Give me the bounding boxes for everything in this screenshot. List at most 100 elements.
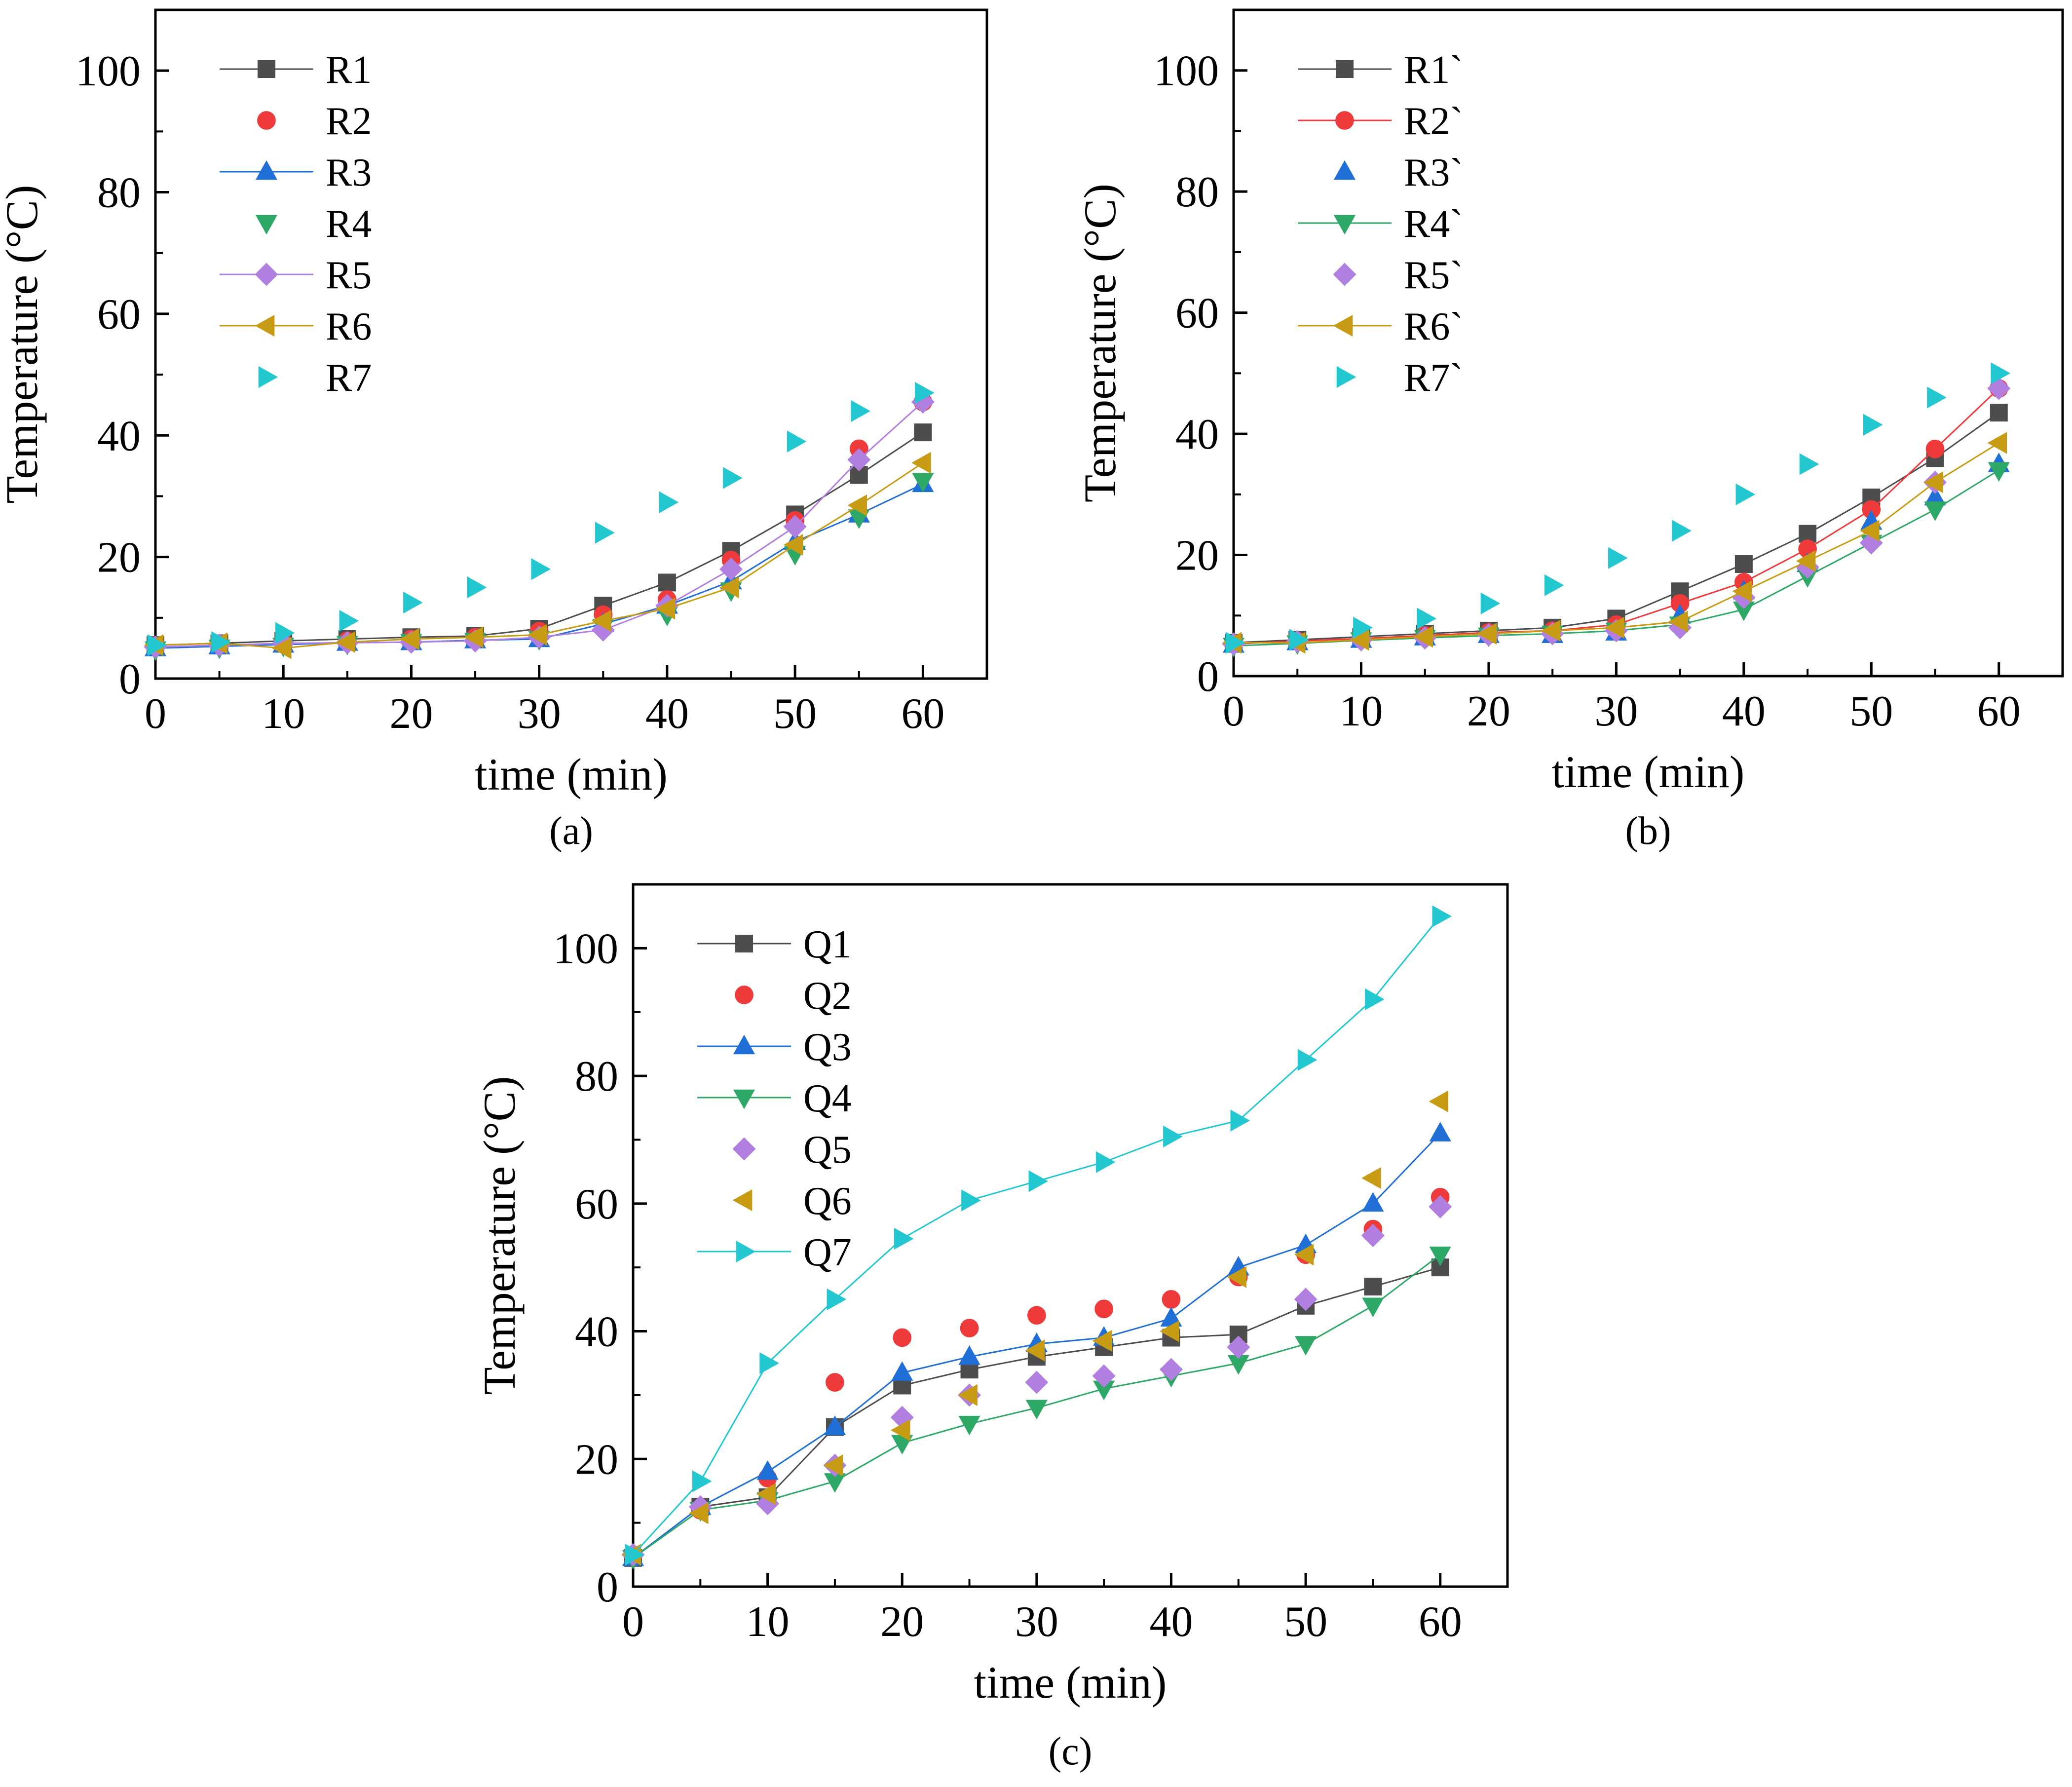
x-tick-label: 30: [1015, 1598, 1058, 1646]
series-line: [155, 401, 924, 648]
legend-entry: Q2: [735, 974, 852, 1018]
y-tick-label: 80: [97, 169, 141, 217]
data-point: [1227, 1335, 1250, 1359]
legend-label: R6: [326, 305, 372, 348]
legend-marker: [258, 366, 278, 388]
legend-label: Q7: [803, 1231, 852, 1274]
data-point: [1025, 1370, 1049, 1394]
data-point: [211, 631, 231, 653]
data-point: [1734, 555, 1753, 573]
data-point: [1364, 1277, 1382, 1295]
data-point: [1027, 1306, 1046, 1325]
legend-entry: R5: [220, 254, 372, 297]
data-point: [1796, 550, 1816, 572]
legend-marker: [1336, 60, 1354, 78]
data-point: [1294, 1336, 1317, 1356]
y-tick-label: 100: [553, 925, 618, 973]
data-point: [1432, 905, 1452, 927]
data-point: [1923, 471, 1943, 494]
data-point: [847, 448, 871, 472]
data-point: [1987, 377, 2011, 400]
legend-label: R5: [326, 254, 372, 297]
y-tick-label: 20: [575, 1436, 618, 1483]
legend-marker: [732, 1137, 756, 1161]
data-point: [719, 576, 739, 599]
legend-marker: [255, 160, 278, 180]
legend-entry: R1`: [1298, 48, 1463, 92]
legend-marker: [1335, 111, 1354, 130]
data-point: [1365, 988, 1385, 1010]
data-point: [1225, 632, 1245, 654]
data-point: [1863, 414, 1883, 436]
y-tick-label: 0: [119, 655, 141, 703]
data-point: [1927, 386, 1947, 409]
x-tick-label: 50: [1849, 687, 1893, 735]
legend-label: R3`: [1404, 151, 1463, 194]
legend-label: R3: [326, 151, 372, 194]
y-tick-label: 60: [575, 1180, 618, 1228]
data-point: [1480, 592, 1501, 614]
data-point: [1429, 1195, 1452, 1218]
legend-entry: R2: [257, 100, 372, 143]
legend-label: R1`: [1404, 48, 1463, 92]
chart-panel-a: 0 10 20 30 40 50 60 0 20 40 60 80 100 time (min) Tempe…: [0, 8, 988, 853]
data-point: [1229, 1326, 1247, 1344]
data-point: [851, 400, 871, 422]
y-tick-label: 20: [1175, 532, 1219, 580]
series-R6: [144, 452, 931, 659]
y-tick-label: 80: [1175, 168, 1219, 216]
series-R5: [144, 390, 935, 659]
data-point: [1608, 547, 1628, 569]
data-point: [1544, 574, 1564, 597]
data-point: [1541, 619, 1561, 642]
data-point: [1672, 520, 1692, 542]
legend-marker: [255, 215, 278, 235]
x-tick-label: 10: [1339, 687, 1383, 735]
legend-marker: [735, 935, 753, 952]
series-line: [1233, 412, 1999, 644]
data-point: [1429, 1090, 1448, 1112]
data-point: [893, 1328, 912, 1347]
legend-marker: [255, 314, 275, 337]
data-point: [1160, 1320, 1179, 1342]
data-point: [914, 423, 932, 442]
legend-marker: [1333, 160, 1356, 180]
x-tick-label: 60: [1977, 687, 2021, 735]
data-point: [783, 533, 803, 556]
data-point: [1925, 439, 1945, 458]
chart-panel-b: 0 10 20 30 40 50 60 0 20 40 60 80 100 time (min) Tempe…: [1075, 8, 2064, 853]
data-point: [1668, 610, 1688, 633]
legend-entry: R5`: [1333, 254, 1463, 297]
data-point: [592, 609, 611, 632]
y-tick-label: 80: [575, 1053, 618, 1101]
x-tick-label: 20: [1467, 687, 1510, 735]
legend-entry: R1: [220, 48, 372, 92]
x-tick-label: 40: [1722, 687, 1766, 735]
data-point: [1988, 462, 2010, 482]
legend-marker: [1336, 366, 1356, 388]
legend-marker: [732, 1189, 753, 1212]
data-point: [826, 1373, 844, 1392]
data-point: [960, 1319, 979, 1337]
legend-entry: R6: [220, 305, 372, 348]
legend-entry: R4: [255, 202, 372, 246]
y-axis-label: Temperature (°C): [1075, 184, 1125, 502]
legend-label: R4: [326, 202, 372, 246]
data-point: [655, 598, 676, 620]
legend-label: R1: [326, 48, 372, 92]
y-tick-label: 40: [575, 1308, 618, 1356]
legend-marker: [733, 1089, 755, 1109]
data-point: [336, 631, 356, 653]
x-tick-label: 10: [746, 1598, 790, 1646]
y-tick-label: 100: [75, 47, 141, 95]
y-axis-label: Temperature (°C): [0, 185, 47, 504]
data-point: [961, 1189, 981, 1212]
data-point: [1297, 1049, 1318, 1071]
legend-label: Q2: [803, 974, 852, 1018]
chart-panel-c: 0 10 20 30 40 50 60 0 20 40 60 80 100 time (min) Tempe…: [474, 883, 1509, 1773]
legend-label: R2: [326, 100, 372, 143]
data-point: [756, 1483, 776, 1505]
data-point: [1477, 622, 1497, 645]
legend-label: Q4: [803, 1077, 852, 1120]
series-R2: [146, 392, 933, 656]
